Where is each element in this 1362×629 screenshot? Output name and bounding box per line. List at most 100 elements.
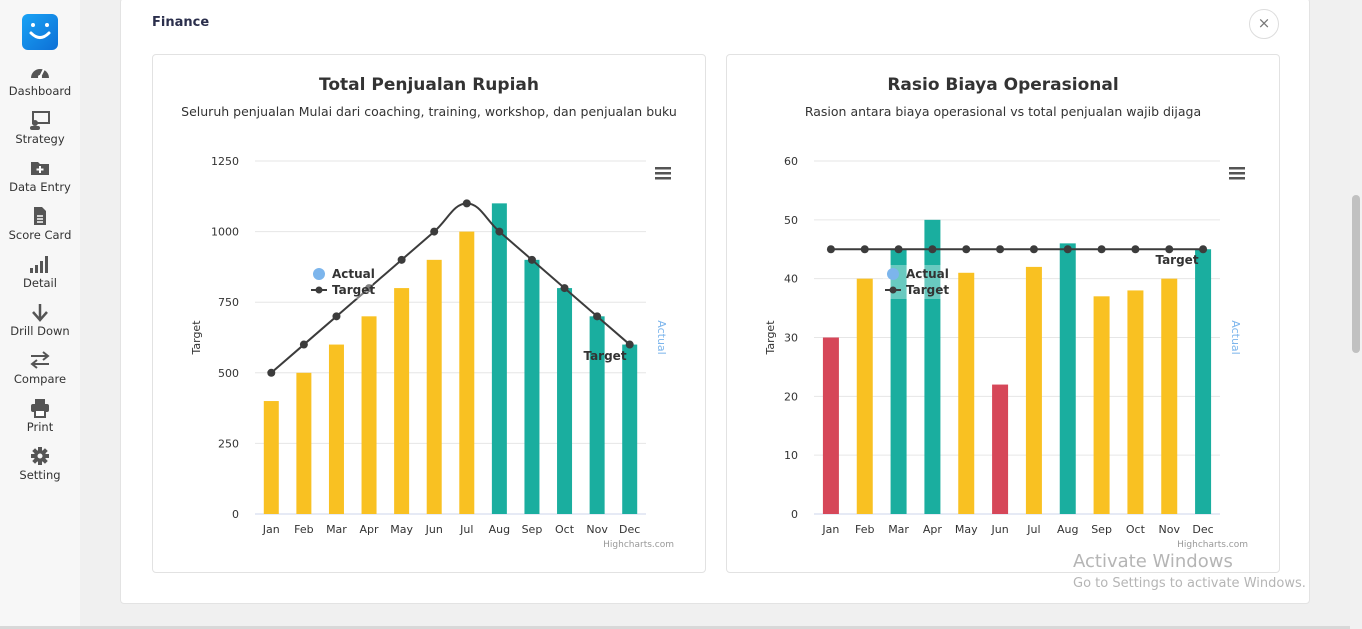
app-logo[interactable] xyxy=(22,14,58,50)
x-tick-label: Jul xyxy=(1026,523,1040,536)
x-tick-label: Nov xyxy=(586,523,608,536)
legend-target-label: Target xyxy=(332,283,375,297)
x-tick-label: Jun xyxy=(990,523,1008,536)
x-tick-label: Aug xyxy=(489,523,510,536)
nav-score-card-label: Score Card xyxy=(8,228,72,242)
target-point-apr xyxy=(928,245,937,254)
chart-ratio: Rasio Biaya Operasional Rasion antara bia… xyxy=(764,75,1248,550)
target-point-mar xyxy=(332,312,341,321)
hamburger-icon[interactable] xyxy=(655,167,671,180)
bar-jun xyxy=(992,384,1009,514)
chart-card-sales: Total Penjualan Rupiah Seluruh penjualan … xyxy=(152,54,706,573)
gear-icon xyxy=(31,447,49,465)
x-tick-label: Feb xyxy=(294,523,313,536)
bar-jun xyxy=(426,259,442,514)
chart-subtitle: Seluruh penjualan Mulai dari coaching, t… xyxy=(181,104,677,119)
printer-icon xyxy=(31,399,49,418)
y-tick-label: 60 xyxy=(784,155,798,168)
chart-subtitle: Rasion antara biaya operasional vs total… xyxy=(805,104,1201,119)
bar-jul xyxy=(1025,266,1042,514)
nav-setting[interactable]: Setting xyxy=(0,446,80,482)
x-tick-label: Mar xyxy=(888,523,909,536)
y-tick-label: 10 xyxy=(784,449,798,462)
target-point-jan xyxy=(826,245,835,254)
chart-card-ratio: Rasio Biaya Operasional Rasion antara bia… xyxy=(726,54,1280,573)
target-point-sep xyxy=(1097,245,1106,254)
target-point-aug xyxy=(495,227,504,236)
nav-score-card[interactable]: Score Card xyxy=(0,206,80,242)
x-tick-label: Jul xyxy=(459,523,473,536)
bar-nov xyxy=(589,316,605,514)
presentation-icon xyxy=(30,111,50,130)
nav-compare[interactable]: Compare xyxy=(0,350,80,386)
nav-drill-down[interactable]: Drill Down xyxy=(0,302,80,338)
chart-credits: Highcharts.com xyxy=(603,540,674,550)
close-button[interactable]: × xyxy=(1249,9,1279,39)
y-tick-label: 1250 xyxy=(211,155,239,168)
scrollbar[interactable] xyxy=(1350,0,1362,629)
nav-strategy-label: Strategy xyxy=(15,132,65,146)
target-annotation: Target xyxy=(1155,253,1198,267)
signal-bars-icon xyxy=(30,256,48,273)
y-tick-label: 250 xyxy=(218,437,239,450)
scrollbar-thumb[interactable] xyxy=(1352,195,1360,353)
y-tick-label: 0 xyxy=(791,508,798,521)
legend-target-marker xyxy=(889,286,897,294)
nav-dashboard[interactable]: Dashboard xyxy=(0,62,80,98)
nav-data-entry-label: Data Entry xyxy=(9,180,71,194)
bar-aug xyxy=(491,203,507,515)
y-axis-title-right: Actual xyxy=(655,320,668,354)
target-point-jun xyxy=(996,245,1005,254)
bar-feb xyxy=(856,278,873,514)
x-tick-label: Jan xyxy=(262,523,280,536)
x-tick-label: Oct xyxy=(1126,523,1146,536)
target-point-may xyxy=(962,245,971,254)
target-point-feb xyxy=(860,245,869,254)
bar-dec xyxy=(622,344,638,514)
x-tick-label: Sep xyxy=(1091,523,1112,536)
document-icon xyxy=(34,207,46,225)
chart-title: Total Penjualan Rupiah xyxy=(319,75,539,95)
bar-jul xyxy=(459,231,475,514)
close-icon: × xyxy=(1257,14,1271,32)
target-point-oct xyxy=(1131,245,1140,254)
bar-apr xyxy=(924,219,941,515)
bar-may xyxy=(958,272,975,514)
y-tick-label: 30 xyxy=(784,332,798,345)
nav-strategy[interactable]: Strategy xyxy=(0,110,80,146)
target-point-sep xyxy=(527,255,536,264)
legend-target-label: Target xyxy=(906,283,949,297)
bar-apr xyxy=(361,316,377,514)
target-point-dec xyxy=(625,340,634,349)
target-point-aug xyxy=(1063,245,1072,254)
nav-detail[interactable]: Detail xyxy=(0,254,80,290)
target-point-mar xyxy=(894,245,903,254)
x-tick-label: May xyxy=(955,523,978,536)
target-line xyxy=(270,202,631,374)
speedometer-icon xyxy=(31,68,49,79)
target-point-jun xyxy=(430,227,439,236)
x-tick-label: Jan xyxy=(821,523,839,536)
folder-plus-icon xyxy=(31,162,49,175)
nav-drill-down-label: Drill Down xyxy=(10,324,70,338)
y-axis-title-right: Actual xyxy=(1229,320,1242,354)
nav-print-label: Print xyxy=(26,420,54,434)
nav-print[interactable]: Print xyxy=(0,398,80,434)
target-point-nov xyxy=(593,312,602,321)
target-point-dec xyxy=(1199,245,1208,254)
horizontal-scrollbar[interactable] xyxy=(0,626,1350,629)
finance-panel: Finance × Total Penjualan Rupiah Seluruh … xyxy=(120,0,1310,604)
bar-aug xyxy=(1059,243,1076,514)
x-tick-label: Mar xyxy=(326,523,347,536)
y-tick-label: 1000 xyxy=(211,226,239,239)
chart-title: Rasio Biaya Operasional xyxy=(887,75,1118,95)
y-tick-label: 20 xyxy=(784,390,798,403)
chart-sales: Total Penjualan Rupiah Seluruh penjualan … xyxy=(181,75,677,550)
bar-jan xyxy=(822,337,839,514)
y-tick-label: 40 xyxy=(784,273,798,286)
x-tick-label: Apr xyxy=(923,523,943,536)
swap-arrows-icon xyxy=(30,351,50,369)
bar-dec xyxy=(1195,249,1212,514)
nav-data-entry[interactable]: Data Entry xyxy=(0,158,80,194)
hamburger-icon[interactable] xyxy=(1229,167,1245,180)
